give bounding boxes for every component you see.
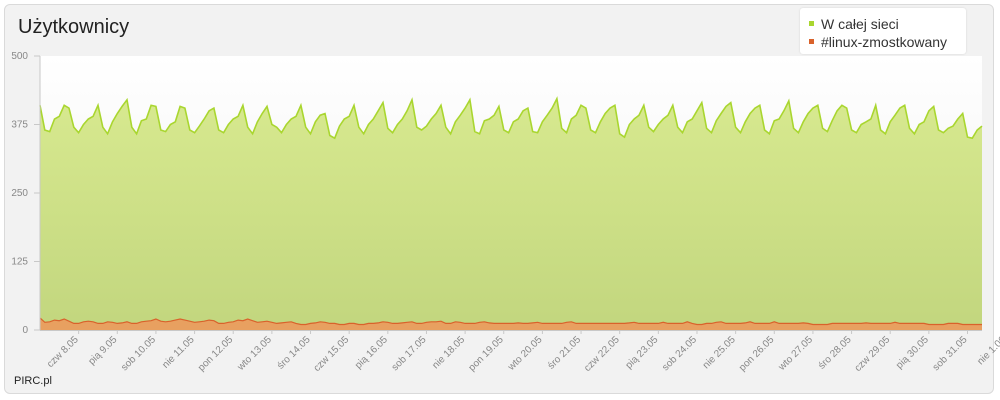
series-layer	[39, 96, 983, 330]
x-tick-label: sob 10.05	[119, 334, 158, 373]
series-channel-line	[39, 317, 982, 326]
x-tick-label: pią 30.05	[894, 334, 931, 371]
legend-item-network[interactable]: W całej sieci	[809, 16, 899, 32]
x-tick-label: nie 11.05	[160, 334, 197, 371]
x-tick-label: nie 1.06	[975, 334, 1000, 367]
x-tick-label: wto 27.05	[776, 334, 815, 373]
legend-label-channel: #linux-zmostkowany	[821, 34, 948, 50]
legend-label-network: W całej sieci	[821, 16, 899, 32]
x-tick-label: śro 28.05	[816, 334, 854, 372]
x-tick-label: śro 14.05	[275, 334, 313, 372]
y-tick-label: 500	[11, 51, 28, 62]
y-tick-label: 125	[11, 257, 28, 268]
x-tick-label: pon 19.05	[467, 334, 507, 374]
x-tick-label: sob 24.05	[660, 334, 699, 373]
x-tick-label: czw 8.05	[45, 334, 81, 370]
x-tick-label: sob 17.05	[390, 334, 429, 373]
series-network-area	[40, 98, 982, 330]
x-tick-label: czw 22.05	[582, 334, 622, 374]
x-tick-label: śro 21.05	[546, 334, 584, 372]
footer-credit: PIRC.pl	[14, 375, 52, 387]
x-tick-label: nie 18.05	[430, 334, 467, 371]
x-tick-label: pon 26.05	[737, 334, 777, 374]
x-tick-label: czw 29.05	[853, 334, 893, 374]
y-tick-label: 375	[11, 120, 28, 131]
x-tick-label: pią 23.05	[624, 334, 661, 371]
y-axis: 0 125 250 375 500	[11, 51, 40, 336]
x-tick-label: pią 16.05	[353, 334, 390, 371]
y-tick-label: 250	[11, 188, 28, 199]
y-tick-label: 0	[22, 325, 28, 336]
x-tick-label: pon 12.05	[196, 334, 236, 374]
x-tick-label: nie 25.05	[701, 334, 738, 371]
x-tick-label: czw 15.05	[312, 334, 352, 374]
series-network-line	[39, 96, 983, 140]
legend-swatch-network	[809, 20, 814, 26]
legend: W całej sieci #linux-zmostkowany	[800, 8, 966, 54]
x-tick-label: sob 31.05	[931, 334, 970, 373]
x-axis: czw 8.05 pią 9.05 sob 10.05 nie 11.05 pon 12…	[45, 330, 1000, 374]
x-tick-label: wto 20.05	[505, 334, 544, 373]
x-tick-label: wto 13.05	[235, 334, 274, 373]
page-title: Użytkownicy	[18, 16, 130, 38]
legend-swatch-channel	[809, 38, 814, 44]
x-tick-label: pią 9.05	[86, 334, 119, 367]
legend-item-channel[interactable]: #linux-zmostkowany	[809, 34, 947, 50]
